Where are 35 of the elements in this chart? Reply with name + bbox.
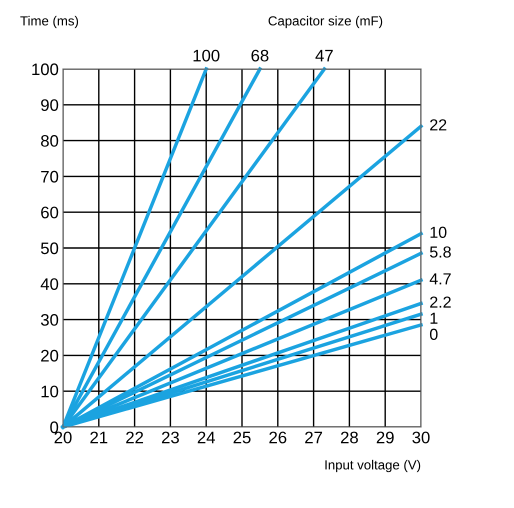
- x-axis-title: Input voltage (V): [325, 460, 420, 472]
- series-label: 22: [430, 119, 446, 130]
- series-label: 10: [430, 226, 446, 238]
- y-tick-label: 50: [40, 242, 58, 254]
- y-tick-label: 10: [42, 386, 58, 398]
- series-label: 2.2: [430, 296, 451, 308]
- legend-title: Capacitor size (mF): [268, 16, 382, 28]
- x-tick-label: 26: [269, 432, 286, 444]
- y-axis-title: Time (ms): [20, 16, 78, 28]
- y-tick-label: 0: [50, 421, 58, 434]
- series-label: 4.7: [430, 273, 451, 284]
- series-label: 0: [430, 328, 438, 340]
- series-label: 47: [315, 50, 333, 62]
- y-tick-label: 40: [40, 278, 58, 290]
- y-tick-label: 100: [32, 63, 58, 76]
- x-tick-label: 29: [376, 432, 394, 444]
- y-tick-label: 20: [41, 350, 58, 362]
- x-tick-label: 25: [234, 432, 251, 444]
- y-tick-label: 30: [40, 314, 58, 326]
- y-tick-label: 70: [41, 170, 58, 183]
- series-label: 100: [194, 50, 220, 62]
- x-tick-label: 28: [340, 432, 358, 444]
- x-tick-label: 22: [126, 432, 144, 444]
- series-label: 1: [430, 312, 438, 324]
- x-tick-label: 20: [54, 432, 72, 444]
- y-tick-label: 60: [41, 206, 58, 218]
- series-label: 68: [251, 50, 268, 62]
- x-tick-label: 30: [412, 432, 430, 444]
- x-tick-label: 23: [162, 432, 179, 444]
- series-label: 5.8: [430, 246, 451, 258]
- x-tick-label: 21: [90, 432, 108, 444]
- x-tick-label: 24: [198, 432, 215, 444]
- y-tick-label: 80: [41, 135, 58, 147]
- y-tick-label: 90: [41, 99, 58, 112]
- x-tick-label: 27: [305, 432, 322, 444]
